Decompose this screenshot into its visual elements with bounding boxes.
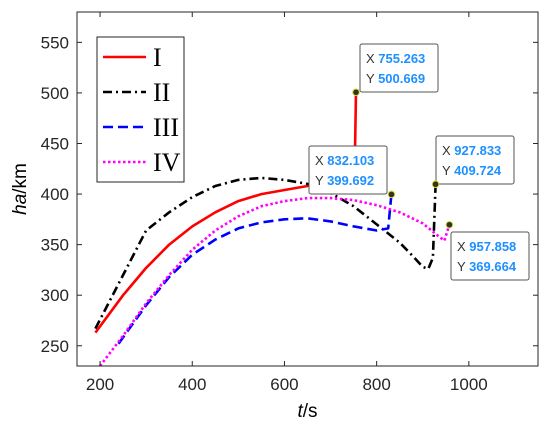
datatip-y-row: Y 399.692 [315, 173, 374, 188]
datatip-x-row: X 755.263 [366, 51, 425, 66]
legend-label-3: III [153, 113, 179, 142]
datatip-x-value: 755.263 [378, 51, 425, 66]
legend-label-1: I [153, 43, 162, 72]
datatip-x-key: X [442, 143, 454, 158]
y-tick-label: 250 [41, 337, 69, 356]
datatip-box [450, 231, 530, 281]
x-tick-label: 600 [270, 375, 298, 394]
datatip-y-key: Y [457, 259, 469, 274]
y-tick-label: 300 [41, 286, 69, 305]
y-tick-label: 550 [41, 33, 69, 52]
datatip-y-key: Y [442, 163, 454, 178]
datatip-y-value: 409.724 [454, 163, 502, 178]
datatip-y-key: Y [366, 71, 378, 86]
datatip-y-value: 369.664 [469, 259, 517, 274]
datatip-y-key: Y [315, 173, 327, 188]
datatip-box [435, 135, 515, 185]
datatip-x-row: X 927.833 [442, 143, 501, 158]
datatip-x-row: X 957.858 [457, 239, 516, 254]
datatip-box [359, 43, 439, 93]
legend-label-4: IV [153, 148, 181, 177]
datatip-marker [352, 88, 360, 97]
y-axis-var: ha [10, 194, 31, 215]
y-tick-label: 350 [41, 236, 69, 255]
y-axis-title: ha/km [10, 163, 31, 215]
y-tick-label: 400 [41, 185, 69, 204]
axes-box [76, 11, 539, 367]
datatip-box [308, 145, 388, 195]
y-axis-unit: /km [10, 163, 31, 194]
legend-box [96, 36, 185, 183]
datatip-x-value: 927.833 [454, 143, 501, 158]
x-tick-label: 800 [362, 375, 390, 394]
y-tick-label: 500 [41, 84, 69, 103]
datatip-y-row: Y 369.664 [457, 259, 517, 274]
datatip-marker [387, 190, 396, 199]
series-line-4 [98, 196, 451, 366]
datatip-x-key: X [315, 153, 327, 168]
datatip-x-key: X [457, 239, 469, 254]
x-tick-label: 400 [178, 375, 206, 394]
datatip-y-row: Y 500.669 [366, 71, 425, 86]
y-tick-label: 450 [41, 134, 69, 153]
axes: 200 400 600 800 1000 250 300 350 400 450 500 550 [41, 11, 539, 394]
datatip-y-value: 500.669 [378, 71, 425, 86]
datatip-marker [431, 180, 440, 189]
x-axis-title: t/s [297, 401, 317, 422]
datatip-x-row: X 832.103 [315, 153, 374, 168]
series-line-2 [94, 176, 437, 330]
x-tick-label: 1000 [450, 375, 488, 394]
datatip-y-row: Y 409.724 [442, 163, 502, 178]
datatip-x-value: 832.103 [327, 153, 374, 168]
datatip-marker [445, 220, 454, 229]
datatip-x-value: 957.858 [469, 239, 516, 254]
x-tick-label: 200 [86, 375, 114, 394]
datatip-x-key: X [366, 51, 378, 66]
x-axis-unit: /s [303, 401, 318, 422]
series-line-3 [117, 194, 393, 345]
legend-label-2: II [153, 78, 170, 107]
x-axis-var: t [297, 401, 303, 422]
datatip-y-value: 399.692 [327, 173, 374, 188]
